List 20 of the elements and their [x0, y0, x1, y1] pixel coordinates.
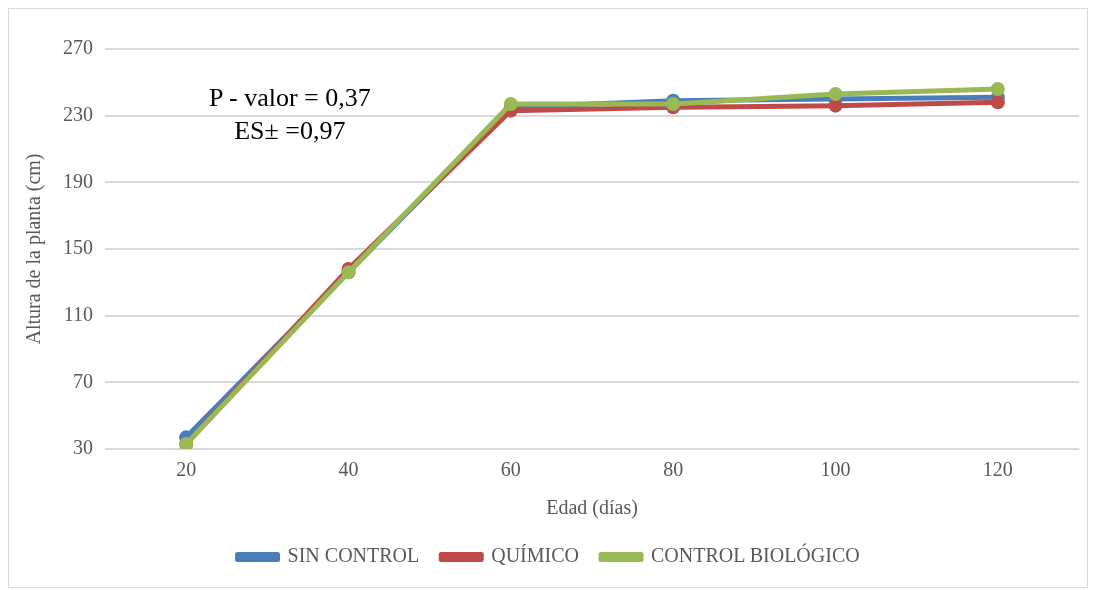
x-tick-label: 60	[500, 458, 521, 481]
y-axis-title: Altura de la planta (cm)	[22, 153, 46, 345]
x-tick-label: 100	[820, 458, 851, 481]
x-tick-label: 40	[338, 458, 359, 481]
y-tick-label: 110	[63, 302, 93, 325]
legend-label: CONTROL BIOLÓGICO	[651, 543, 860, 567]
y-tick-label: 30	[73, 436, 93, 459]
x-tick-label: 80	[663, 458, 684, 481]
y-tick-label: 70	[73, 369, 93, 392]
x-tick-label: 120	[982, 458, 1013, 481]
legend-label: SIN CONTROL	[287, 544, 420, 567]
y-tick-label: 150	[63, 236, 93, 259]
x-tick-label: 20	[176, 458, 197, 481]
y-tick-label: 190	[63, 169, 93, 192]
legend-label: QUÍMICO	[491, 544, 580, 567]
y-tick-label: 270	[63, 36, 93, 59]
annotation: P - valor = 0,37	[209, 82, 371, 114]
annotation: ES± =0,97	[233, 115, 347, 147]
x-axis-title: Edad (días)	[546, 496, 638, 520]
y-tick-label: 230	[63, 102, 93, 125]
